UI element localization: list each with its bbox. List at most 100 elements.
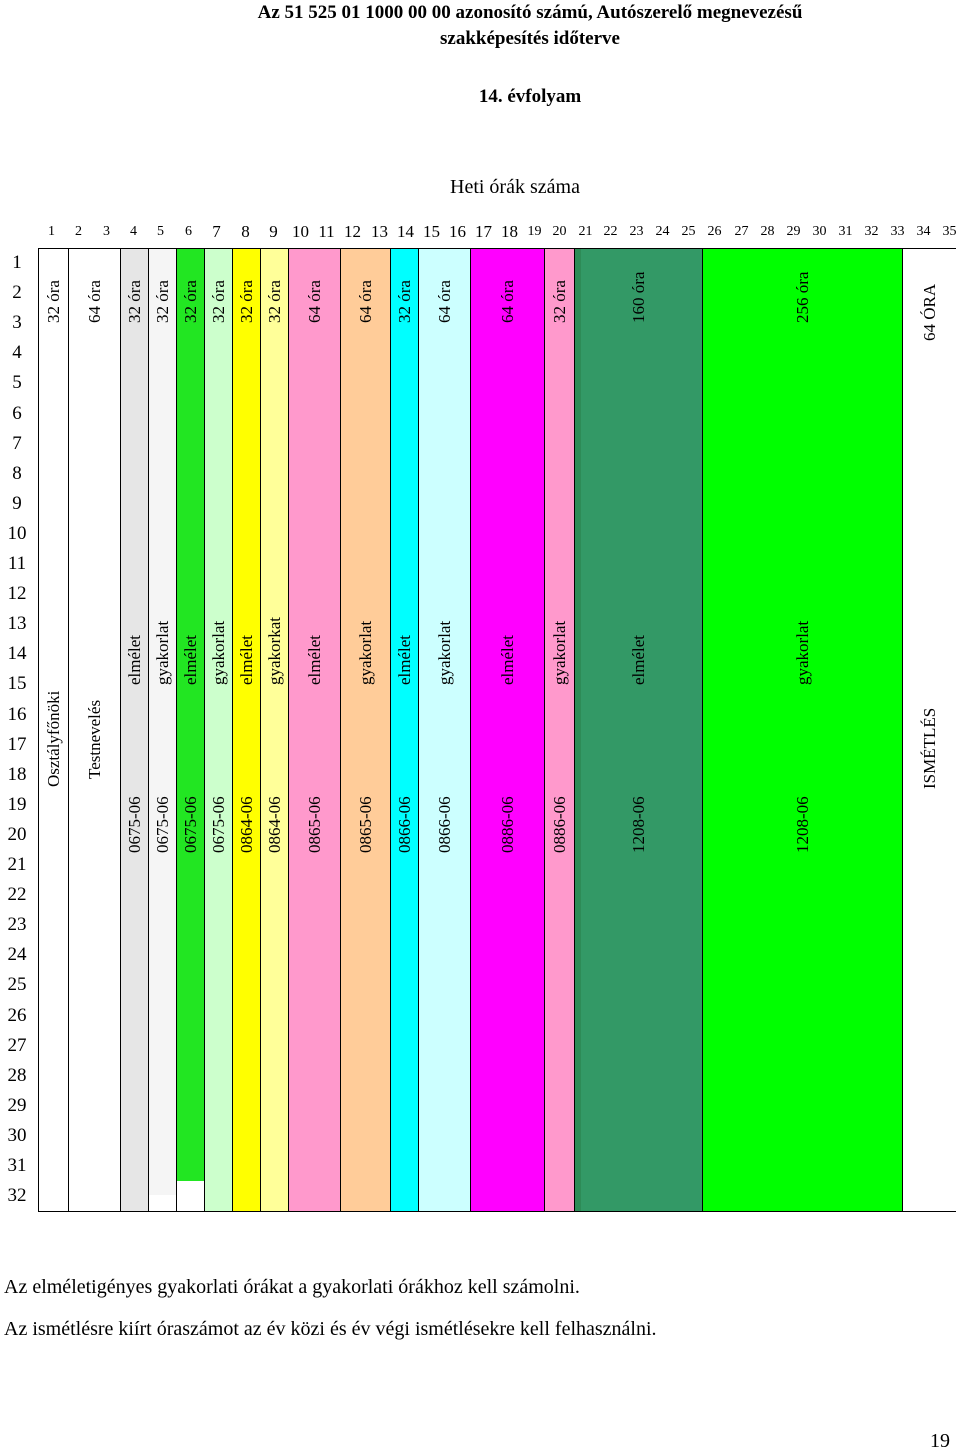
column-number: 19 — [527, 224, 542, 239]
row-number: 27 — [7, 1034, 27, 1056]
block-shade — [575, 249, 581, 1211]
column-number: 21 — [578, 224, 593, 239]
block-code: 0866-06 — [395, 796, 414, 853]
block-type: gyakorkat — [265, 617, 284, 685]
block-fill — [149, 249, 176, 1195]
block-fill — [545, 249, 574, 1211]
block-fill — [903, 249, 956, 1211]
block-fill — [69, 249, 120, 1211]
block-type: gyakorlat — [435, 620, 454, 685]
block-hours: 64 óra — [435, 280, 454, 323]
row-number: 21 — [7, 854, 27, 875]
subject-block: 160 óra elmélet 1208-06 — [575, 249, 703, 1211]
block-fill — [261, 249, 288, 1211]
block-code: 1208-06 — [793, 796, 812, 853]
column-number: 29 — [786, 224, 801, 239]
column-number: 28 — [760, 224, 775, 239]
row-number: 4 — [12, 342, 22, 364]
subject-block: 32 óra Osztályfőnöki — [39, 249, 69, 1211]
column-number: 7 — [212, 222, 221, 241]
column-number: 23 — [629, 224, 644, 239]
block-subject: Testnevelés — [85, 699, 104, 779]
schedule-grid: 32 óra Osztályfőnöki 64 óra Testnevelés 32 ó… — [38, 248, 956, 1212]
block-hours: 32 óra — [550, 280, 569, 323]
row-number: 17 — [7, 733, 27, 755]
block-type: elmélet — [395, 634, 414, 685]
column-number: 33 — [890, 224, 905, 239]
column-number: 14 — [397, 222, 414, 241]
block-code: 0864-06 — [265, 796, 284, 853]
block-hours: 32 óra — [125, 280, 144, 323]
block-fill — [177, 249, 204, 1181]
column-number: 10 — [292, 222, 309, 241]
subject-block: 64 óra elmélet 0886-06 — [471, 249, 545, 1211]
column-number: 30 — [812, 224, 827, 239]
weekly-hours-label: Heti órák száma — [450, 176, 580, 198]
block-code: 0675-06 — [181, 796, 200, 853]
row-number: 13 — [7, 613, 27, 635]
subject-block: 64 óra Testnevelés — [69, 249, 121, 1211]
subject-block: 32 óra elmélet 0864-06 — [233, 249, 261, 1211]
block-type: elmélet — [629, 634, 648, 685]
row-number: 28 — [7, 1064, 27, 1086]
column-number: 16 — [449, 222, 466, 241]
block-hours: 64 óra — [356, 280, 375, 323]
subject-block: 32 óra gyakorkat 0864-06 — [261, 249, 289, 1211]
row-number: 23 — [7, 914, 27, 936]
row-number: 10 — [7, 522, 27, 544]
block-code: 0865-06 — [305, 796, 324, 853]
block-fill — [121, 249, 148, 1211]
page-number: 19 — [930, 1430, 950, 1452]
row-number: 22 — [7, 884, 27, 906]
block-type: elmélet — [181, 634, 200, 685]
row-number: 24 — [7, 944, 27, 966]
block-code: 1208-06 — [629, 796, 648, 853]
column-number: 18 — [501, 222, 518, 241]
subject-block: 32 óra elmélet 0675-06 — [121, 249, 149, 1211]
block-type: gyakorlat — [356, 620, 375, 685]
column-number: 35 — [942, 224, 957, 239]
row-number: 31 — [7, 1155, 27, 1176]
block-hours: 32 óra — [181, 280, 200, 323]
column-number: 24 — [655, 224, 670, 239]
row-number: 26 — [7, 1004, 27, 1026]
column-number: 15 — [423, 222, 440, 241]
row-number: 8 — [12, 462, 22, 484]
row-number: 7 — [12, 432, 22, 454]
document-subtitle: szakképesítés időterve — [440, 28, 620, 49]
block-hours: 64 óra — [498, 280, 517, 323]
block-type: elmélet — [125, 634, 144, 685]
block-hours: 32 óra — [44, 280, 63, 323]
column-number: 12 — [344, 222, 361, 241]
block-fill — [341, 249, 390, 1211]
block-type: elmélet — [498, 634, 517, 685]
block-hours: 32 óra — [237, 280, 256, 323]
block-code: 0675-06 — [153, 796, 172, 853]
subject-block: 64 óra gyakorlat 0866-06 — [419, 249, 471, 1211]
subject-block: 32 óra gyakorlat 0886-06 — [545, 249, 575, 1211]
block-fill — [575, 249, 702, 1211]
column-number: 34 — [916, 224, 931, 239]
block-fill — [233, 249, 260, 1211]
row-number: 6 — [12, 402, 22, 424]
block-type: elmélet — [237, 634, 256, 685]
column-number: 27 — [734, 224, 749, 239]
block-code: 0864-06 — [237, 796, 256, 853]
row-number: 19 — [7, 793, 27, 815]
block-hours: 32 óra — [395, 280, 414, 323]
block-hours: 64 ÓRA — [920, 283, 939, 341]
block-code: 0886-06 — [498, 796, 517, 853]
block-fill — [471, 249, 544, 1211]
column-number: 9 — [269, 222, 278, 241]
row-number: 9 — [12, 492, 22, 514]
row-number: 5 — [12, 372, 22, 394]
row-number: 3 — [12, 312, 22, 334]
row-number: 25 — [7, 974, 27, 996]
column-number: 6 — [185, 224, 192, 239]
block-fill — [419, 249, 470, 1211]
column-number: 3 — [103, 224, 110, 239]
block-type: gyakorlat — [550, 620, 569, 685]
block-hours: 32 óra — [153, 280, 172, 323]
footer-note-2: Az ismétlésre kiírt óraszámot az év közi… — [4, 1318, 657, 1340]
block-type: gyakorlat — [153, 620, 172, 685]
